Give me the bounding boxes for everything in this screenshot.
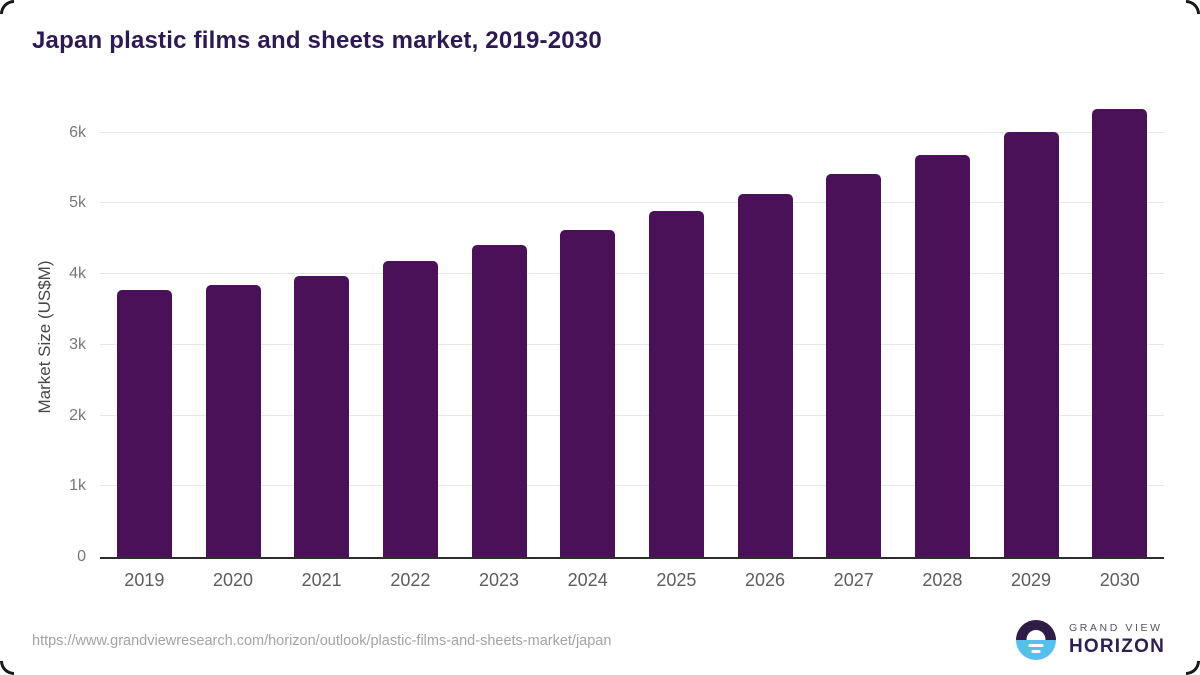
bar-2029[interactable] — [1003, 132, 1059, 557]
icon-reflection-line-2 — [1031, 650, 1041, 653]
bar-column-2027: 2027 — [809, 110, 898, 590]
icon-sun-arch — [1026, 630, 1046, 640]
y-tick-label-3k: 3k — [69, 335, 86, 353]
bar-column-2026: 2026 — [721, 110, 810, 590]
bar-column-2024: 2024 — [543, 110, 632, 590]
rounded-corner-top-right — [1186, 0, 1200, 14]
plot-area: 0 1k 2k 3k 4k 5k 6k 2019 2020 2021 2022 2023 2024 202… — [69, 109, 1164, 590]
y-tick-label-2k: 2k — [69, 406, 86, 424]
gridline-1k — [100, 485, 1164, 487]
gridline-4k — [100, 273, 1164, 275]
bar-2022[interactable] — [382, 260, 438, 557]
rounded-corner-bottom-left — [0, 661, 14, 675]
rounded-corner-bottom-right — [1186, 661, 1200, 675]
x-tick-label-2027: 2027 — [833, 570, 874, 590]
bar-column-2019: 2019 — [100, 110, 189, 590]
logo-brand-name: GRAND VIEW — [1068, 622, 1163, 634]
x-tick-label-2024: 2024 — [567, 570, 608, 590]
bar-2019[interactable] — [116, 289, 172, 557]
x-tick-label-2023: 2023 — [478, 570, 520, 590]
bar-2021[interactable] — [294, 276, 350, 557]
x-tick-label-2020: 2020 — [212, 570, 254, 590]
bars-row: 2019 2020 2021 2022 2023 2024 2025 2026 2027 2028… — [100, 109, 1164, 590]
x-tick-label-2021: 2021 — [301, 570, 342, 590]
gridline-3k — [100, 343, 1164, 345]
x-tick-label-2030: 2030 — [1099, 570, 1140, 590]
y-axis-title: Market Size (US$M) — [35, 260, 54, 414]
logo-text: GRAND VIEW HORIZON — [1069, 622, 1165, 658]
logo-product-name: HORIZON — [1068, 636, 1165, 657]
bar-column-2022: 2022 — [366, 110, 455, 590]
chart-title: Japan plastic films and sheets market, 2… — [32, 27, 602, 54]
icon-reflection-line-1 — [1028, 644, 1044, 647]
horizon-sun-icon — [1015, 620, 1056, 660]
y-tick-label-1k: 1k — [69, 477, 86, 495]
x-tick-label-2025: 2025 — [656, 570, 697, 590]
bar-2023[interactable] — [471, 245, 527, 557]
bar-2026[interactable] — [737, 193, 793, 557]
bar-column-2021: 2021 — [277, 110, 366, 590]
source-url: https://www.grandviewresearch.com/horizo… — [32, 633, 612, 649]
bar-2030[interactable] — [1092, 109, 1148, 557]
gridline-5k — [100, 202, 1164, 204]
bar-column-2023: 2023 — [455, 110, 544, 590]
y-tick-label-6k: 6k — [69, 123, 86, 141]
rounded-corner-top-left — [0, 0, 14, 14]
bar-column-2028: 2028 — [898, 110, 987, 590]
y-tick-label-4k: 4k — [69, 265, 86, 283]
bar-2020[interactable] — [205, 285, 261, 557]
bar-column-2030: 2030 — [1075, 109, 1164, 590]
bar-column-2025: 2025 — [632, 110, 721, 590]
gridline-6k — [100, 131, 1164, 133]
bar-column-2020: 2020 — [189, 110, 278, 590]
grand-view-horizon-logo: GRAND VIEW HORIZON — [1015, 620, 1165, 660]
x-tick-label-2019: 2019 — [124, 570, 165, 590]
bar-2024[interactable] — [560, 229, 616, 557]
x-tick-label-2028: 2028 — [922, 570, 963, 590]
gridline-2k — [100, 414, 1164, 416]
x-tick-label-2029: 2029 — [1011, 570, 1052, 590]
y-tick-label-0: 0 — [77, 548, 86, 565]
bar-column-2029: 2029 — [987, 110, 1076, 590]
y-tick-label-5k: 5k — [69, 194, 86, 212]
bar-2025[interactable] — [648, 211, 704, 557]
bar-2027[interactable] — [826, 174, 882, 557]
x-tick-label-2026: 2026 — [745, 570, 786, 590]
bar-2028[interactable] — [914, 154, 970, 557]
x-tick-label-2022: 2022 — [390, 570, 431, 590]
